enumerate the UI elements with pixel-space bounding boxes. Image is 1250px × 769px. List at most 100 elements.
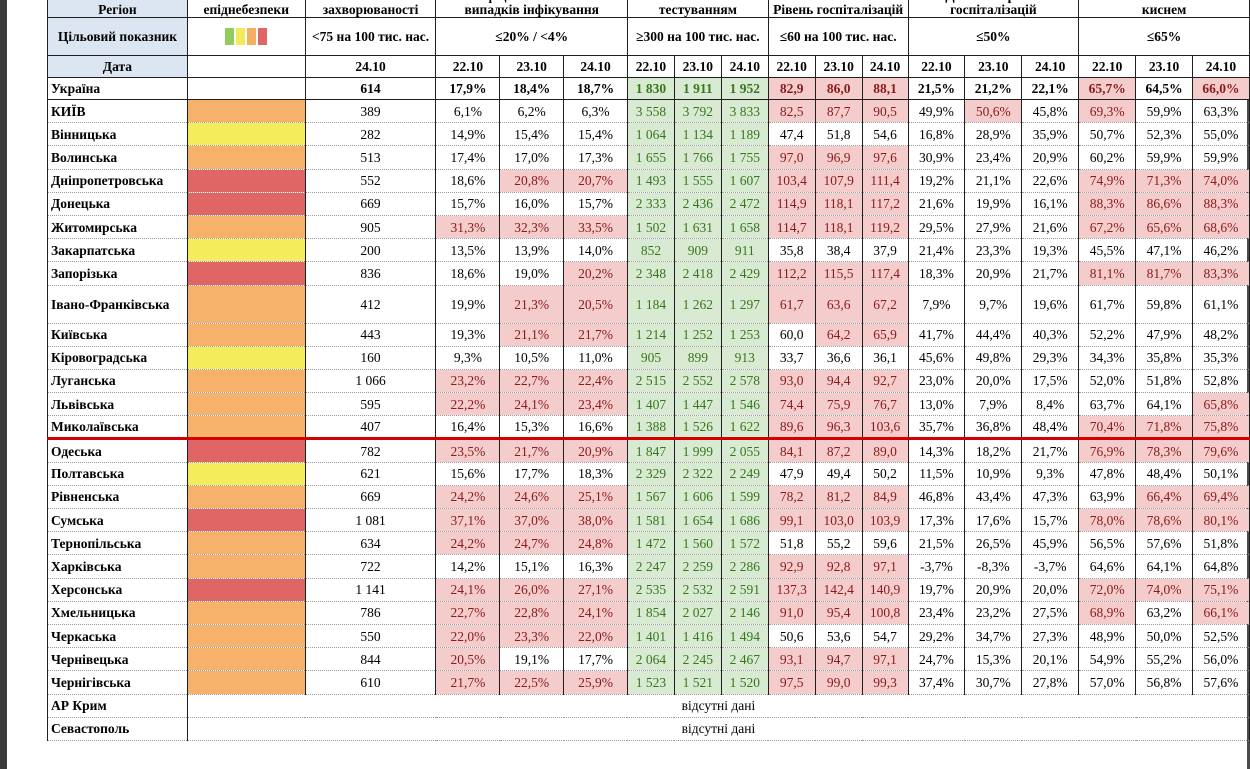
hosp-value: 88,1 — [861, 77, 909, 100]
hosp-value: 96,3 — [814, 415, 863, 441]
oxygen-value: 56,8% — [1135, 670, 1193, 695]
hosp-value: 100,8 — [861, 600, 909, 625]
oxygen-value: 54,9% — [1078, 647, 1137, 672]
hosp-dyn-value: 20,9% — [964, 577, 1023, 602]
hosp-value: 119,2 — [861, 214, 909, 240]
region-row-сумська: Сумська 1 081 37,1% 37,0% 38,0% 1 581 1 654 1 6… — [47, 507, 1250, 533]
region-name: Волинська — [47, 145, 188, 170]
detection-value: 22,4% — [563, 368, 628, 394]
detection-value: 31,3% — [435, 214, 501, 240]
hosp-dyn-value: 41,7% — [907, 322, 966, 347]
detection-value: 15,3% — [499, 415, 565, 441]
hosp-dyn-value: 9,7% — [964, 284, 1023, 324]
level-cell — [186, 647, 306, 672]
hosp-dyn-value: 36,8% — [964, 415, 1023, 441]
detection-value: 18,3% — [563, 461, 628, 486]
detection-value: 15,6% — [435, 461, 501, 486]
testing-value: 913 — [720, 345, 769, 370]
oxygen-value: 48,2% — [1191, 322, 1250, 347]
detection-value: 16,0% — [499, 191, 565, 216]
oxygen-value: 81,1% — [1078, 261, 1137, 286]
hosp-dyn-value: 22,1% — [1021, 77, 1080, 100]
morbidity-target: <75 на 100 тис. нас. — [304, 17, 437, 56]
hosp-value: 112,2 — [767, 261, 816, 286]
date-cell: 24.10 — [1191, 55, 1250, 78]
hosp-dyn-value: 48,4% — [1021, 415, 1080, 441]
oxygen-value: 66,0% — [1191, 77, 1250, 100]
hosp-value: 117,2 — [861, 191, 909, 216]
testing-value: 1 407 — [626, 392, 675, 417]
hosp-dyn-value: 14,3% — [907, 438, 966, 463]
level-cell — [186, 577, 306, 602]
region-row-вінницька: Вінницька 282 14,9% 15,4% 15,4% 1 064 1 134 1 1… — [47, 122, 1250, 147]
morbidity-value: 722 — [304, 554, 437, 579]
testing-value: 1 546 — [720, 392, 769, 417]
testing-value: 3 833 — [720, 98, 769, 124]
hosp-dyn-value: 21,6% — [1021, 214, 1080, 240]
hosp-value: 137,3 — [767, 577, 816, 602]
testing-value: 1 830 — [626, 77, 675, 100]
detection-value: 22,0% — [563, 623, 628, 649]
detection-value: 20,5% — [563, 284, 628, 324]
region-name: Тернопільська — [47, 531, 188, 556]
level-cell — [186, 507, 306, 533]
hosp-dyn-value: 49,9% — [907, 98, 966, 124]
hosp-dyn-value: 23,4% — [907, 600, 966, 625]
hosp-value: 50,2 — [861, 461, 909, 486]
legend-swatch — [247, 28, 257, 46]
level-cell — [186, 484, 306, 510]
hosp-dyn-value: 23,3% — [964, 238, 1023, 263]
level-cell — [186, 461, 306, 486]
hosp-dyn-value: 46,8% — [907, 484, 966, 510]
hosp-dyn-value: 11,5% — [907, 461, 966, 486]
testing-value: 1 297 — [720, 284, 769, 324]
region-row-київська: Київська 443 19,3% 21,1% 21,7% 1 214 1 252 1 25… — [47, 322, 1250, 347]
hosp-dyn-value: 28,9% — [964, 122, 1023, 147]
date-cell: 22.10 — [767, 55, 816, 78]
morbidity-value: 782 — [304, 438, 437, 463]
hosp-dyn-value: 16,8% — [907, 122, 966, 147]
region-name: КИЇВ — [47, 98, 188, 124]
testing-value: 2 333 — [626, 191, 675, 216]
hosp-dyn-value: 22,6% — [1021, 168, 1080, 193]
oxygen-value: 52,2% — [1078, 322, 1137, 347]
region-row-харківська: Харківська 722 14,2% 15,1% 16,3% 2 247 2 259 2 … — [47, 554, 1250, 579]
hosp-dyn-value: 17,5% — [1021, 368, 1080, 394]
oxygen-value: 79,6% — [1191, 438, 1250, 463]
hosp-value: 90,5 — [861, 98, 909, 124]
hosp-dyn-value: 27,3% — [1021, 623, 1080, 649]
detection-value: 17,3% — [563, 145, 628, 170]
detection-value: 21,7% — [563, 322, 628, 347]
testing-value: 1 607 — [720, 168, 769, 193]
hosp-value: 117,4 — [861, 261, 909, 286]
oxygen-value: 51,8% — [1135, 368, 1193, 394]
testing-value: 1 253 — [720, 322, 769, 347]
hosp-value: 92,8 — [814, 554, 863, 579]
hosp-dyn-value: 20,0% — [1021, 577, 1080, 602]
oxygen-value: 78,0% — [1078, 507, 1137, 533]
detection-value: 18,4% — [499, 77, 565, 100]
region-name: Київська — [47, 322, 188, 347]
region-name: Закарпатська — [47, 238, 188, 263]
date-cell: 22.10 — [907, 55, 966, 78]
hosp-value: 99,0 — [814, 670, 863, 695]
hosp-dyn-value: 27,8% — [1021, 670, 1080, 695]
oxygen-value: 46,2% — [1191, 238, 1250, 263]
oxygen-value: 76,9% — [1078, 438, 1137, 463]
oxygen-value: 81,7% — [1135, 261, 1193, 286]
hosp-value: 99,3 — [861, 670, 909, 695]
hosp-dyn-value: 19,6% — [1021, 284, 1080, 324]
hosp-value: 97,5 — [767, 670, 816, 695]
hosp-dyn-value: -3,7% — [907, 554, 966, 579]
hosp-dyn-value: 40,3% — [1021, 322, 1080, 347]
oxygen-value: 68,6% — [1191, 214, 1250, 240]
region-row-донецька: Донецька 669 15,7% 16,0% 15,7% 2 333 2 436 2 47… — [47, 191, 1250, 216]
testing-value: 1 622 — [720, 415, 769, 441]
testing-value: 1 189 — [720, 122, 769, 147]
morbidity-value: 836 — [304, 261, 437, 286]
detection-value: 15,1% — [499, 554, 565, 579]
hosp-value: 89,0 — [861, 438, 909, 463]
detection-value: 14,9% — [435, 122, 501, 147]
detection-value: 27,1% — [563, 577, 628, 602]
hosp-dyn-value: 19,2% — [907, 168, 966, 193]
